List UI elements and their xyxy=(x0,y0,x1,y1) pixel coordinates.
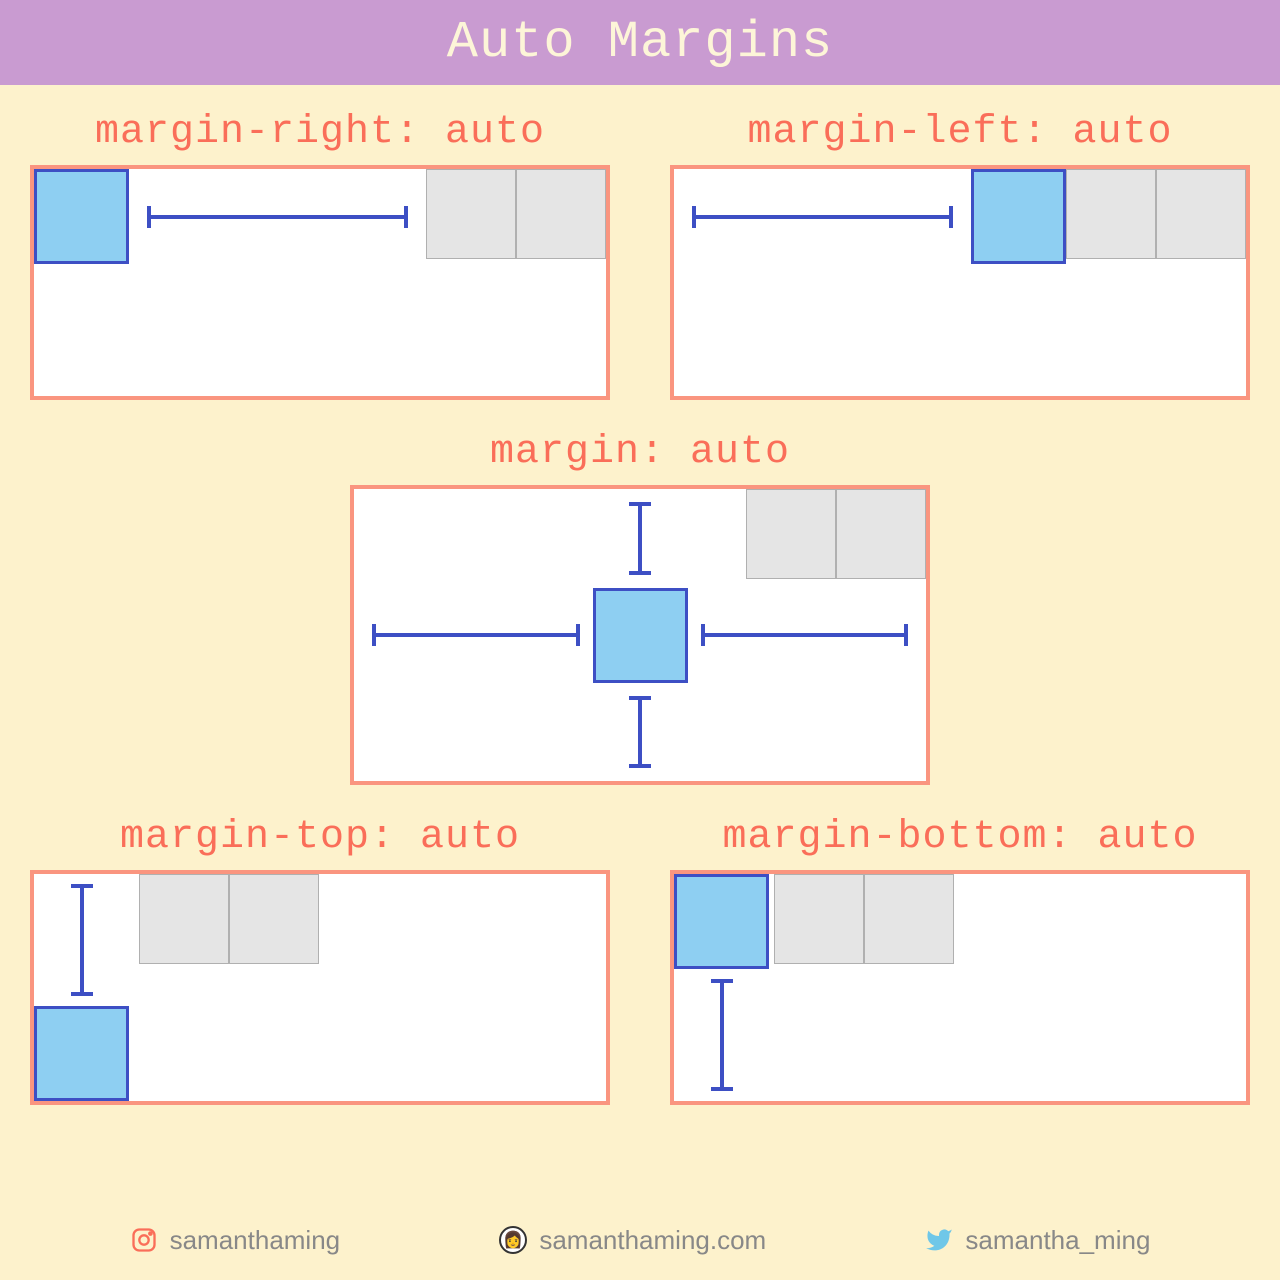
label-margin-auto: margin: auto xyxy=(490,430,790,475)
row-top: margin-right: auto margin-left: auto xyxy=(30,110,1250,400)
row-bottom: margin-top: auto margin-bottom: auto xyxy=(30,815,1250,1105)
label-margin-bottom: margin-bottom: auto xyxy=(722,815,1197,860)
diagram-margin-top xyxy=(30,870,610,1105)
sibling-box xyxy=(139,874,229,964)
sibling-box xyxy=(774,874,864,964)
sibling-box xyxy=(746,489,836,579)
sibling-box xyxy=(516,169,606,259)
sibling-box xyxy=(836,489,926,579)
page-header: Auto Margins xyxy=(0,0,1280,85)
footer-twitter-text: samantha_ming xyxy=(965,1225,1150,1256)
panel-margin-auto: margin: auto xyxy=(350,430,930,785)
page-root: Auto Margins margin-right: auto margin-l… xyxy=(0,0,1280,1280)
footer-twitter: samantha_ming xyxy=(925,1225,1150,1256)
footer-instagram: samanthaming xyxy=(130,1225,341,1256)
panel-margin-bottom: margin-bottom: auto xyxy=(670,815,1250,1105)
diagram-margin-bottom xyxy=(670,870,1250,1105)
sibling-box xyxy=(426,169,516,259)
diagram-margin-left xyxy=(670,165,1250,400)
footer-website-text: samanthaming.com xyxy=(539,1225,766,1256)
active-box xyxy=(34,169,129,264)
twitter-icon xyxy=(925,1226,953,1254)
footer-instagram-text: samanthaming xyxy=(170,1225,341,1256)
label-margin-right: margin-right: auto xyxy=(95,110,545,155)
active-box xyxy=(971,169,1066,264)
content-area: margin-right: auto margin-left: auto mar… xyxy=(0,85,1280,1200)
panel-margin-right: margin-right: auto xyxy=(30,110,610,400)
instagram-icon xyxy=(130,1226,158,1254)
active-box xyxy=(593,588,688,683)
sibling-box xyxy=(1156,169,1246,259)
row-center: margin: auto xyxy=(30,430,1250,785)
active-box xyxy=(34,1006,129,1101)
active-box xyxy=(674,874,769,969)
footer: samanthaming 👩 samanthaming.com samantha… xyxy=(0,1200,1280,1280)
page-title: Auto Margins xyxy=(447,13,833,72)
label-margin-left: margin-left: auto xyxy=(747,110,1172,155)
avatar-icon: 👩 xyxy=(499,1226,527,1254)
label-margin-top: margin-top: auto xyxy=(120,815,520,860)
diagram-margin-right xyxy=(30,165,610,400)
panel-margin-top: margin-top: auto xyxy=(30,815,610,1105)
sibling-box xyxy=(864,874,954,964)
sibling-box xyxy=(1066,169,1156,259)
diagram-margin-auto xyxy=(350,485,930,785)
sibling-box xyxy=(229,874,319,964)
footer-website: 👩 samanthaming.com xyxy=(499,1225,766,1256)
panel-margin-left: margin-left: auto xyxy=(670,110,1250,400)
